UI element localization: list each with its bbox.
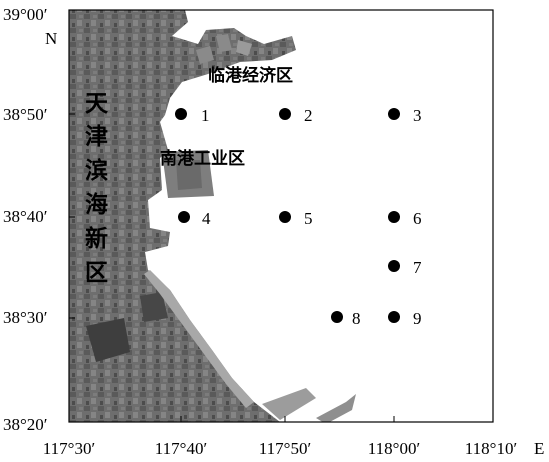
tick-marks	[69, 113, 395, 422]
station-5-marker	[279, 211, 291, 223]
station-3-marker	[388, 108, 400, 120]
lat-label-38-30: 38°30′	[3, 308, 48, 327]
y-axis-labels: 39°00′ 38°50′ 38°40′ 38°30′ 38°20′	[3, 5, 48, 434]
east-label: E	[534, 439, 544, 458]
station-8-marker	[331, 311, 343, 323]
land-mass	[69, 10, 356, 422]
binhai-char-5: 新	[85, 225, 108, 252]
station-5-label: 5	[304, 209, 313, 228]
lat-label-38-50: 38°50′	[3, 105, 48, 124]
binhai-char-3: 滨	[85, 157, 108, 184]
binhai-char-1: 天	[85, 91, 109, 117]
station-6-marker	[388, 211, 400, 223]
binhai-char-4: 海	[85, 191, 108, 218]
region-label-binhai: 天 津 滨 海 新 区	[85, 91, 109, 286]
lon-label-118-10: 118°10′	[465, 439, 517, 458]
station-1-label: 1	[201, 106, 210, 125]
station-2-marker	[279, 108, 291, 120]
lat-label-39-00: 39°00′	[3, 5, 48, 24]
lon-label-117-50: 117°50′	[259, 439, 311, 458]
station-2-label: 2	[304, 106, 313, 125]
station-3-label: 3	[413, 106, 422, 125]
lon-label-117-30: 117°30′	[43, 439, 95, 458]
lat-label-38-40: 38°40′	[3, 207, 48, 226]
station-8-label: 8	[352, 309, 361, 328]
x-axis-labels: 117°30′ 117°40′ 117°50′ 118°00′ 118°10′	[43, 439, 517, 458]
station-7-marker	[388, 260, 400, 272]
station-9-label: 9	[413, 309, 422, 328]
station-1-marker	[175, 108, 187, 120]
station-4-label: 4	[202, 209, 211, 228]
map-frame	[68, 9, 494, 423]
lat-label-38-20: 38°20′	[3, 415, 48, 434]
binhai-char-6: 区	[85, 260, 108, 286]
region-label-lingang: 临港经济区	[208, 65, 293, 86]
station-7-label: 7	[413, 258, 422, 277]
station-markers: 1 2 3 4 5 6 7 8 9	[175, 106, 422, 328]
station-9-marker	[388, 311, 400, 323]
station-6-label: 6	[413, 209, 422, 228]
region-label-nangang: 南港工业区	[160, 148, 245, 169]
binhai-char-2: 津	[85, 123, 108, 150]
north-label: N	[45, 29, 57, 48]
lon-label-117-40: 117°40′	[155, 439, 207, 458]
station-4-marker	[178, 211, 190, 223]
lon-label-118-00: 118°00′	[368, 439, 420, 458]
